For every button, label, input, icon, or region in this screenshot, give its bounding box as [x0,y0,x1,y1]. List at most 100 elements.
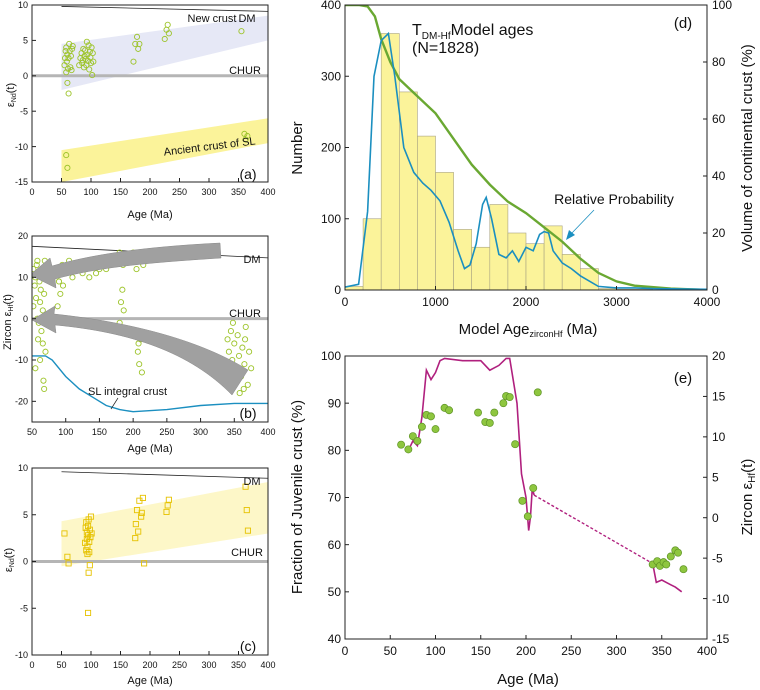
data-point [88,530,95,537]
data-point [63,152,70,159]
y-tick-label: 100 [321,349,341,363]
data-point [431,425,440,434]
data-point [165,30,172,37]
panel-a-ylabel: εNd(t) [5,83,18,107]
data-point [86,66,93,73]
data-point [244,381,251,388]
y-tick-label: 5 [23,510,28,520]
y-tick-label: 0 [23,557,28,567]
dm-line [61,471,268,479]
data-point [164,21,171,28]
data-point [41,385,48,392]
panel-e-ylabel: Fraction of Juvenile crust (%) [289,400,306,594]
x-tick-label: 150 [92,427,107,437]
data-point [246,348,253,355]
histogram-bar [561,254,581,290]
y-tick-label: 15 [712,390,726,404]
data-point [130,58,137,65]
data-point [139,494,146,501]
data-point [138,369,145,376]
volume-curve [345,5,707,290]
data-point [505,393,514,401]
data-point [38,328,45,335]
x-tick-label: 4000 [694,295,721,309]
data-point [54,303,61,310]
panel-c-xlabel: Age (Ma) [127,675,172,687]
data-point [69,43,76,50]
panel-c-ylabel: εNd(t) [3,548,16,572]
x-tick-label: 250 [561,644,581,658]
panel-a-label-dm: DM [238,13,255,25]
data-point [37,286,44,293]
data-point [86,562,93,569]
x-tick-label: 250 [172,187,187,197]
data-point [41,290,48,297]
histogram-bar [417,135,436,290]
data-point [138,509,145,516]
y-tick-label: -20 [15,396,28,406]
y-tick-label: 0 [23,71,28,81]
x-tick-label: 100 [83,187,98,197]
ancient-crust-band [61,118,268,182]
panel-d-subtitle: (N=1828) [412,40,479,57]
y-tick-label: 10 [18,463,28,473]
y-tick-label: -15 [15,177,28,187]
x-tick-label: 0 [29,187,34,197]
new-crust-band [61,482,268,567]
x-tick-label: 300 [201,660,216,670]
data-point [242,336,249,343]
data-point [225,348,232,355]
data-point [69,45,76,52]
data-point [679,565,688,574]
x-tick-label: 2000 [513,295,540,309]
panel-e-points [397,388,688,574]
panel-b-ylabel: Zircon εHf(t) [2,294,15,350]
panel-c-y-ticks: 10 5 0 -5 -10 [15,463,36,660]
x-tick-label: 50 [56,187,66,197]
x-tick-label: 100 [425,644,445,658]
y-tick-label: 90 [328,396,342,410]
data-point [242,323,249,330]
data-point [229,319,236,326]
data-point [133,33,141,40]
y-tick-label: -5 [20,106,28,116]
data-point [64,164,71,171]
y-tick-label: 10 [18,0,28,10]
data-point [243,507,250,514]
panel-b-tag: (b) [239,405,256,421]
x-tick-label: 300 [193,427,208,437]
data-point [39,307,46,314]
data-point [67,64,74,71]
data-point [32,282,38,289]
data-point [239,344,246,351]
data-point [499,399,508,408]
data-point [84,522,92,530]
data-point [64,79,71,86]
data-point [135,340,142,347]
y-tick-label: 100 [712,0,732,12]
data-point [397,440,406,449]
x-tick-label: 3000 [603,295,630,309]
panel-a-label-chur: CHUR [229,65,261,77]
panel-e-xlabel: Age (Ma) [497,671,559,688]
data-point [674,548,682,557]
histogram-bar [489,204,509,290]
panel-a-bands [32,6,268,182]
y-tick-label: 20 [712,226,726,240]
panel-c-points [61,483,251,616]
data-point [236,390,243,397]
sl-integral-crust-line [32,355,268,413]
data-point [83,38,90,45]
x-tick-label: 200 [142,187,157,197]
data-point [39,340,46,347]
data-point [242,483,249,490]
new-crust-band [61,15,268,91]
histogram-bar [453,229,473,290]
histogram-bar [471,246,491,290]
relative-probability-arrowhead [566,230,575,240]
relative-probability-curve [345,31,707,290]
y-tick-label: 0 [23,314,28,324]
data-point [248,365,255,372]
